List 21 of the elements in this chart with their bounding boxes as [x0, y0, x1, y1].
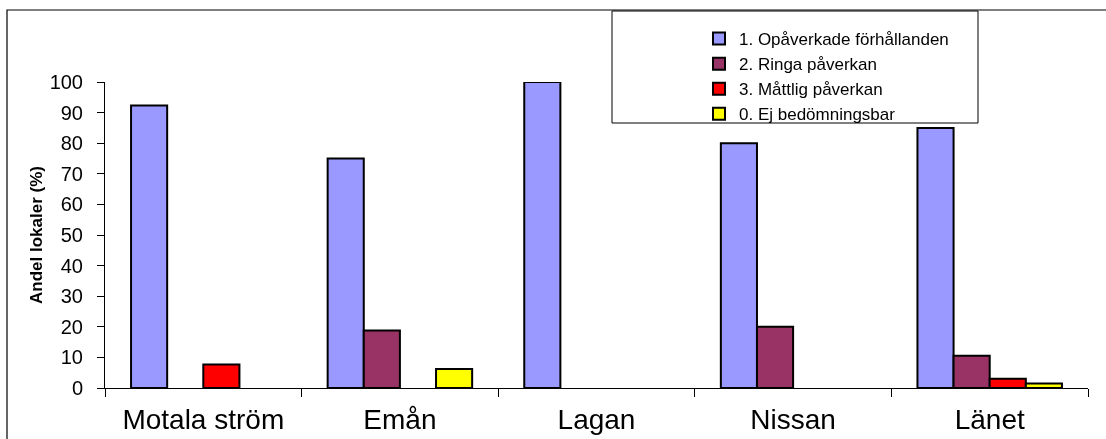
- y-tick-label: 30: [60, 285, 83, 308]
- y-tick-label: 20: [60, 315, 83, 338]
- x-tick-label: Motala ström: [122, 403, 285, 435]
- y-tick-label: 80: [60, 132, 83, 155]
- legend-label: 0. Ej bedömningsbar: [739, 105, 896, 125]
- x-tick-label: Nissan: [750, 403, 836, 435]
- y-tick-label: 50: [60, 224, 83, 246]
- y-tick-label: 90: [60, 101, 83, 124]
- y-tick-label: 10: [60, 346, 83, 369]
- y-tick-label: 40: [60, 254, 83, 277]
- y-tick-label: 60: [60, 193, 83, 216]
- y-tick-label: 0: [71, 377, 83, 399]
- y-tick-label: 70: [60, 162, 83, 185]
- legend-label: 2. Ringa påverkan: [739, 55, 877, 75]
- x-tick-label: Länet: [954, 403, 1025, 435]
- legend-label: 3. Måttlig påverkan: [739, 80, 883, 100]
- legend-label: 1. Opåverkade förhållanden: [739, 30, 949, 50]
- x-tick-label: Lagan: [557, 403, 636, 435]
- x-tick-label: Emån: [363, 403, 437, 435]
- y-axis-title: Andel lokaler (%): [27, 166, 47, 304]
- y-tick-label: 100: [49, 71, 83, 93]
